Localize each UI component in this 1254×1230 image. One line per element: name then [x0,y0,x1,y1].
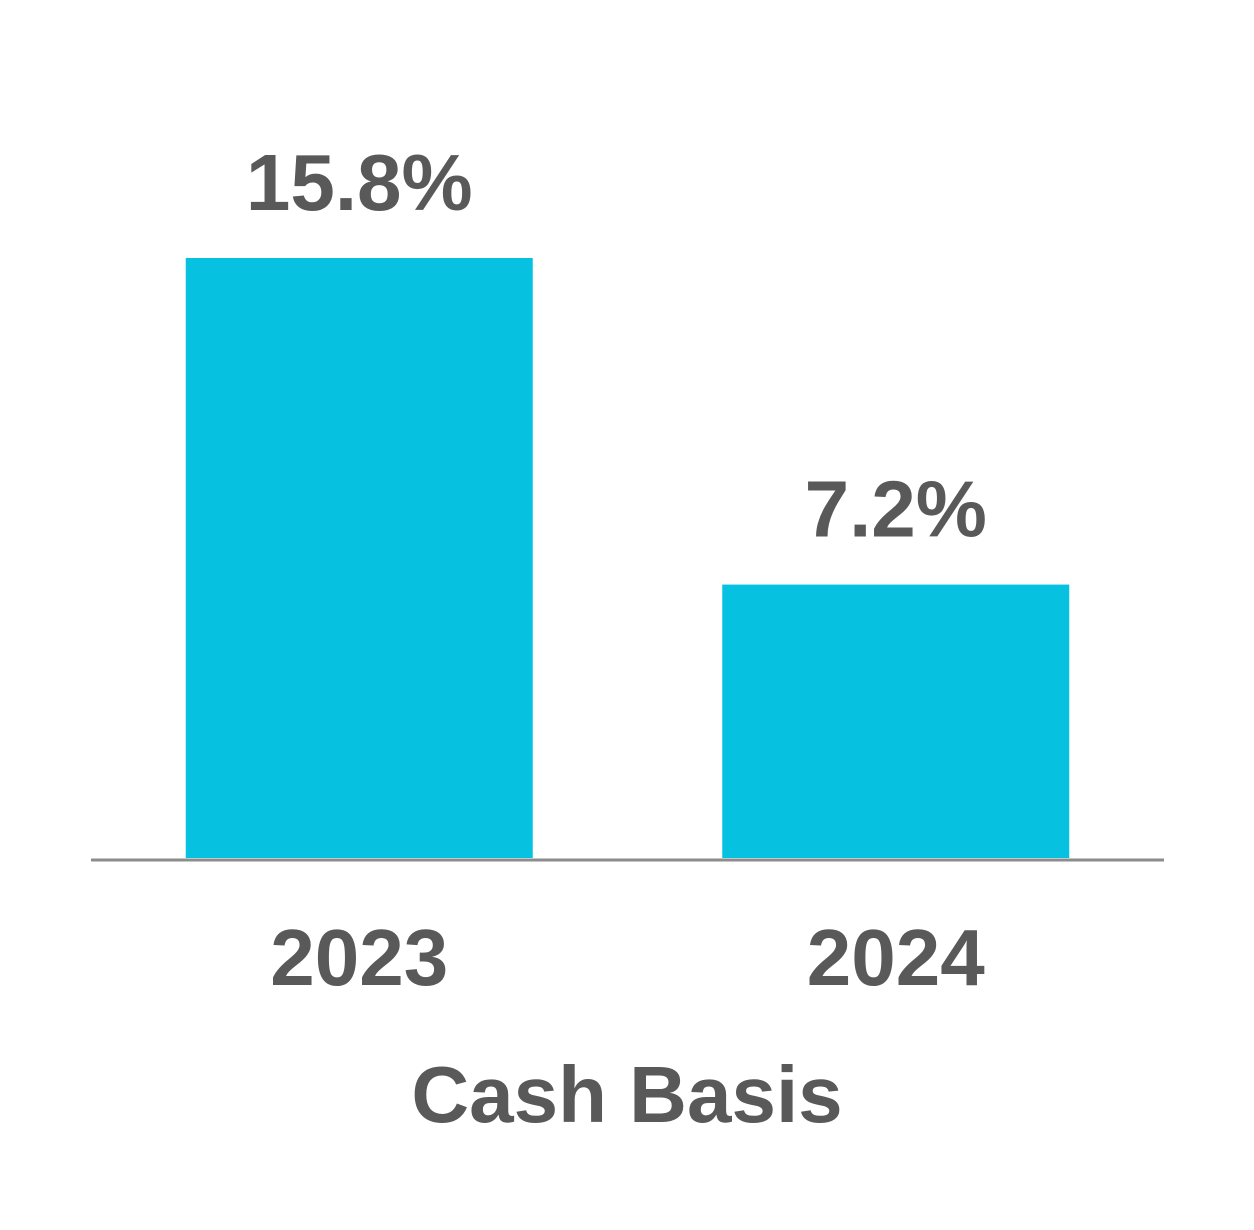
x-axis-label: Cash Basis [411,1050,842,1139]
value-label: 15.8% [246,138,473,227]
bar [185,258,533,858]
value-label: 7.2% [805,465,987,554]
bar [722,584,1070,858]
x-tick-label: 2024 [807,913,985,1002]
x-tick-label: 2023 [270,913,448,1002]
